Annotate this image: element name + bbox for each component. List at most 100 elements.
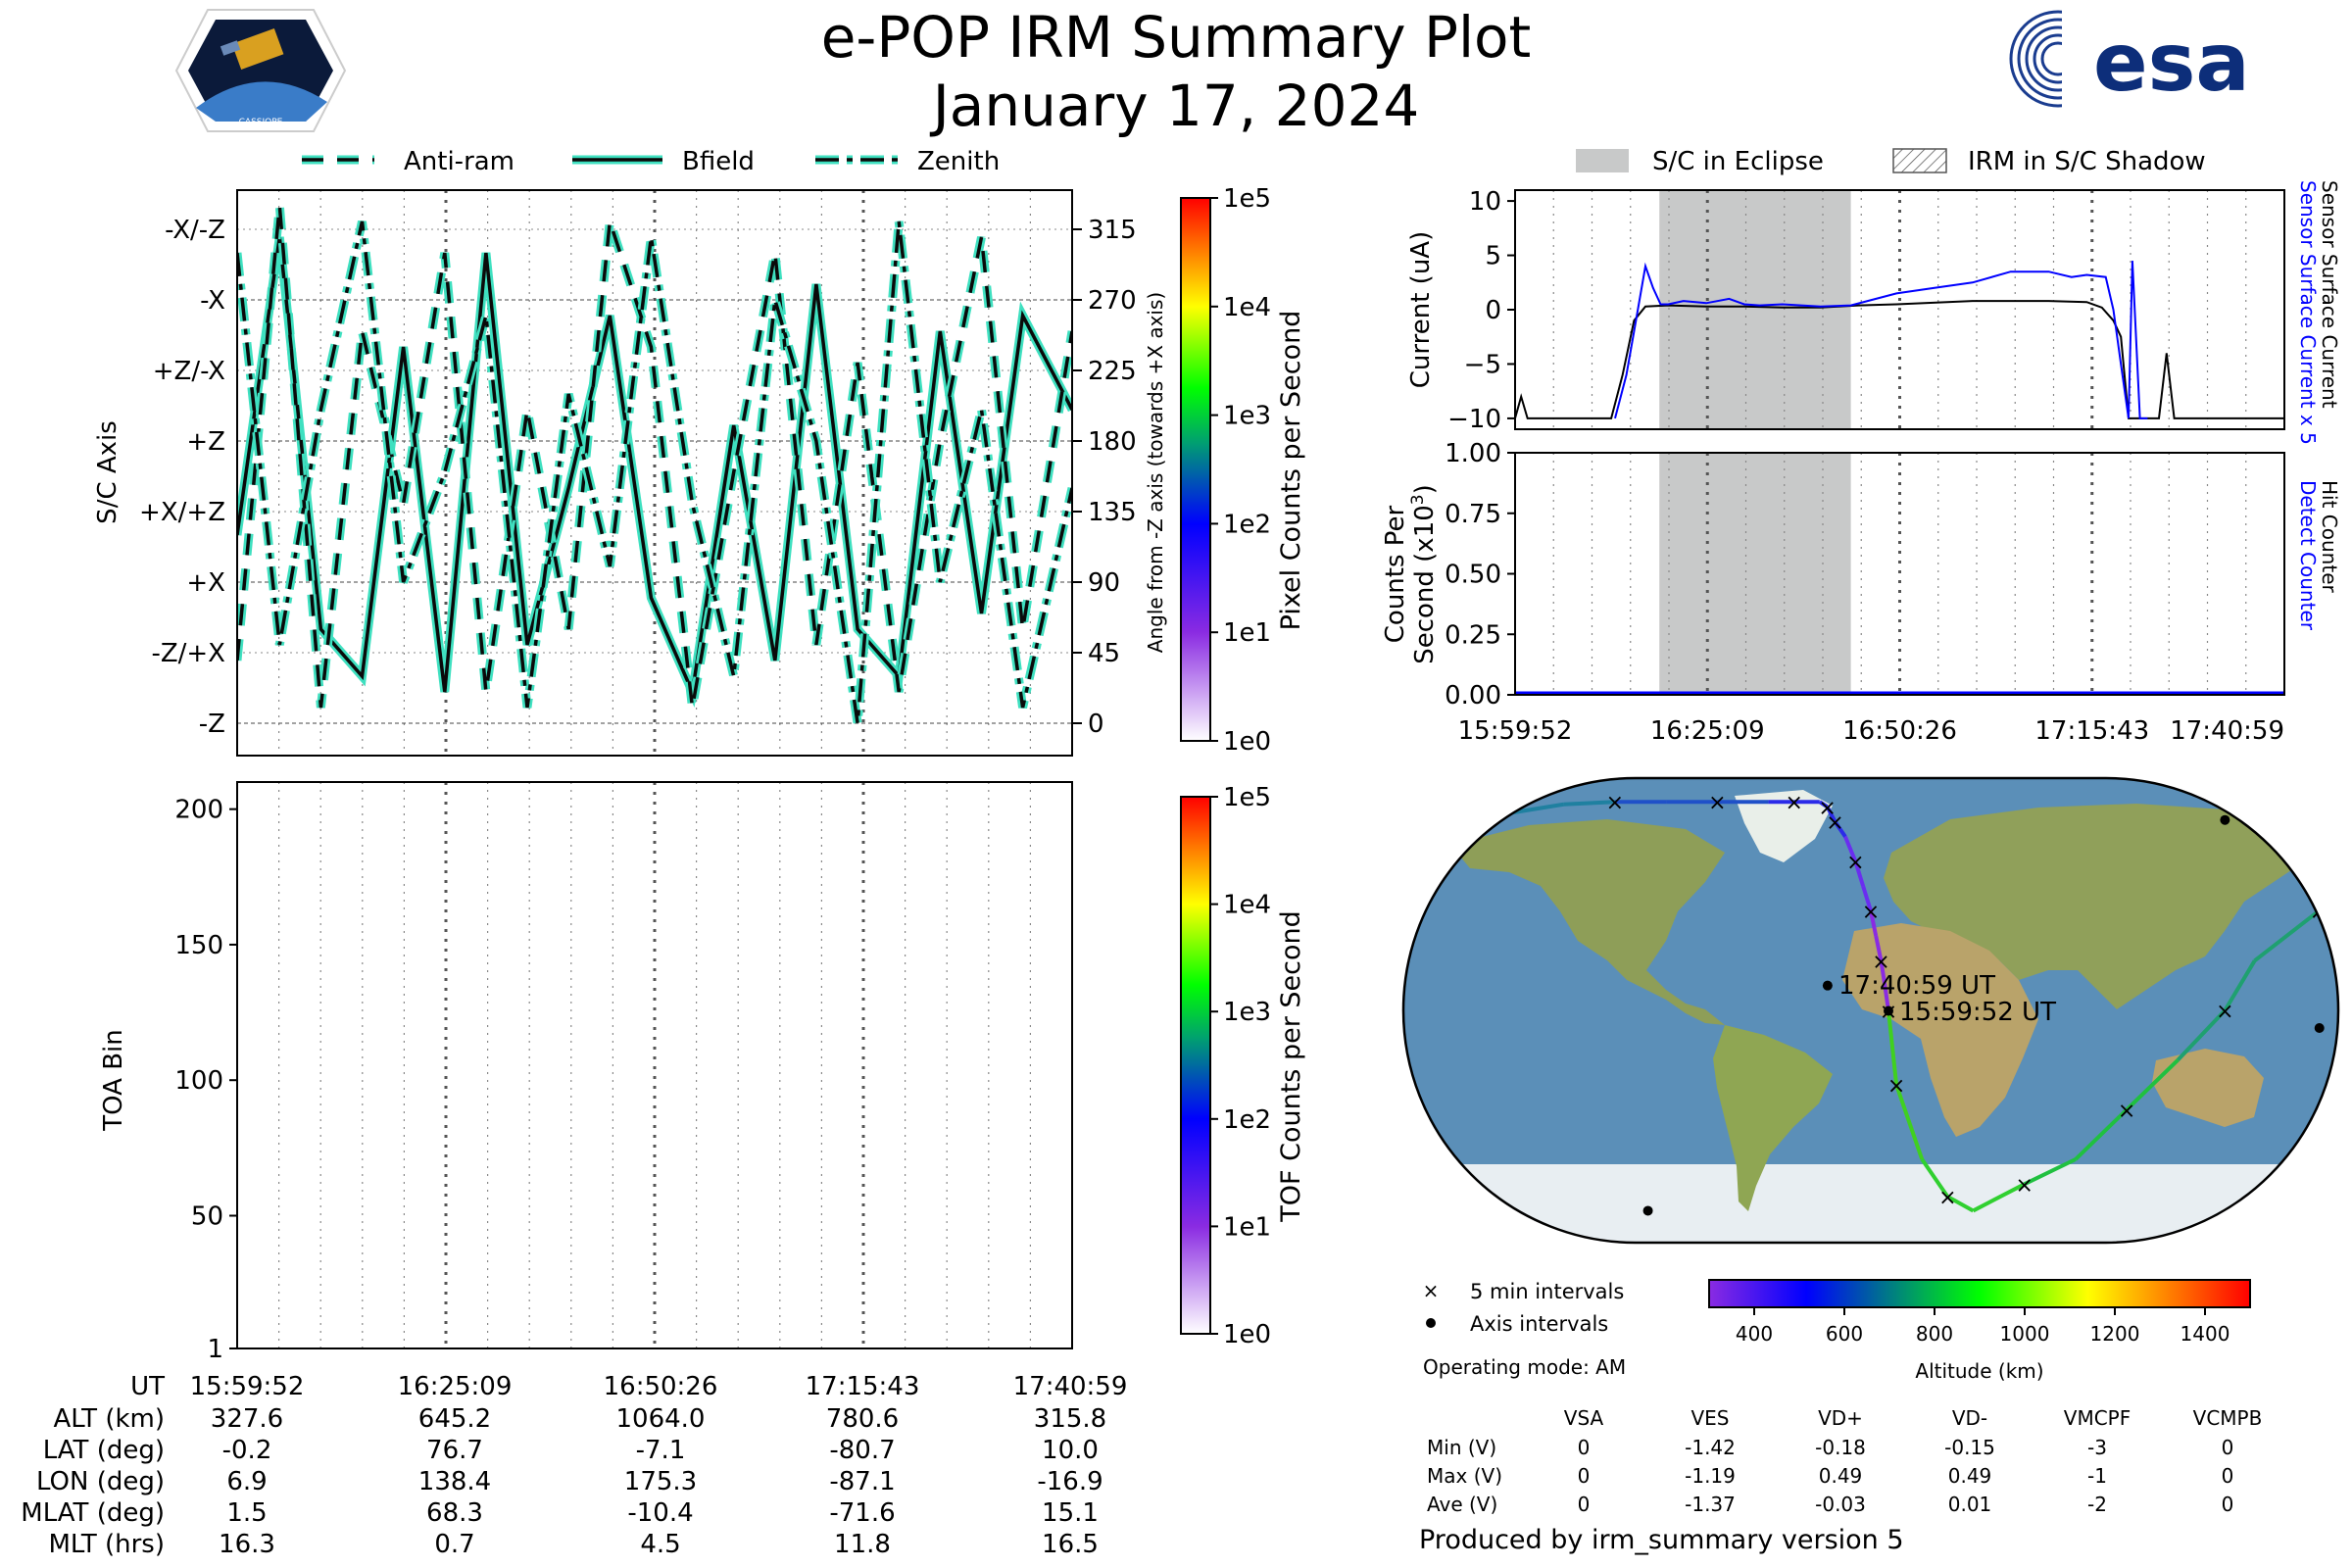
- ephemeris-cell: 17:40:59: [1013, 1372, 1128, 1401]
- map-africa: [1842, 923, 2038, 1137]
- voltage-cell: -0.15: [1944, 1436, 1995, 1459]
- voltage-cell: -0.18: [1815, 1436, 1866, 1459]
- altitude-colorbar: 400 600 800 1000 1200 1400 Altitude (km): [1708, 1279, 2251, 1383]
- orientation-ylabel: S/C Axis: [93, 420, 122, 524]
- ephemeris-cell: 1064.0: [616, 1404, 706, 1434]
- ephemeris-table: UT ALT (km)LAT (deg)LON (deg)MLAT (deg)ML…: [21, 1372, 1127, 1559]
- toa-grid: [278, 782, 1032, 1348]
- ephemeris-cell: 16:25:09: [398, 1372, 513, 1401]
- ephemeris-cell: -7.1: [636, 1436, 686, 1465]
- counts-ylabel-line2: Second (x103): [1408, 484, 1440, 664]
- ephemeris-row-label: MLT (hrs): [49, 1530, 166, 1559]
- right-time-ticks: 15:59:52 16:25:09 16:50:26 17:15:43 17:40:59: [1458, 716, 2284, 746]
- orbit-track-segment: [1920, 1157, 1949, 1199]
- toa-tick-label: 100: [174, 1066, 223, 1096]
- orbit-track-segment: [1818, 800, 1829, 808]
- operating-mode: Operating mode: AM: [1423, 1355, 1626, 1379]
- five-minute-marker: ×: [1826, 810, 1843, 835]
- counts-tick-label: 1.00: [1445, 439, 1501, 468]
- current-panel: 10 5 0 −5 −10 Current (uA) Sensor Surface Cu…: [1406, 180, 2341, 445]
- orbit-track-segment: [1825, 806, 1832, 813]
- anti-ram-line: [237, 205, 1072, 709]
- voltage-cell: -2: [2087, 1493, 2107, 1516]
- tof-colorbar-label: TOF Counts per Second: [1276, 910, 1306, 1223]
- legend-eclipse-label: S/C in Eclipse: [1652, 147, 1824, 176]
- map-eurasia: [1884, 804, 2303, 1009]
- current-tick-label: −10: [1447, 405, 1501, 434]
- sensor-current-line: [1515, 300, 2284, 419]
- orientation-frame: [236, 189, 1073, 757]
- ephemeris-cell: 315.8: [1034, 1404, 1106, 1434]
- time-tick-label: 15:59:52: [1458, 716, 1573, 746]
- axis-interval-marker: [2314, 1022, 2325, 1033]
- tof-colorbar: 1e5 1e4 1e3 1e2 1e1 1e0 TOF Counts per Second: [1180, 783, 1306, 1349]
- five-minute-marker: ×: [1872, 950, 1889, 974]
- time-tick-label: 16:25:09: [1650, 716, 1765, 746]
- voltage-cell: 0.49: [1948, 1464, 1992, 1488]
- axis-interval-marker: [1884, 1005, 1894, 1016]
- page-date: January 17, 2024: [930, 73, 1420, 139]
- colorbar-tick-label: 1e0: [1223, 1320, 1271, 1349]
- legend-zenith: Zenith: [815, 147, 1000, 176]
- orbit-track-segment: [1879, 960, 1887, 986]
- legend-bfield-label: Bfield: [682, 147, 755, 176]
- esa-logo: esa: [2009, 10, 2250, 110]
- altitude-tick-label: 800: [1916, 1322, 1953, 1346]
- orbit-track-segment: [1972, 1182, 2026, 1213]
- voltage-header: VMCPF: [2064, 1406, 2131, 1430]
- angle-tick-label: 0: [1088, 710, 1104, 739]
- five-minute-marker: ×: [1862, 901, 1880, 925]
- voltage-header: VD-: [1952, 1406, 1987, 1430]
- voltage-cell: -0.03: [1815, 1493, 1866, 1516]
- five-minute-marker: ×: [2015, 1173, 2033, 1198]
- colorbar-tick-label: 1e1: [1223, 618, 1271, 648]
- legend-shadow-swatch: [1892, 148, 1947, 173]
- sc-axis-tick-label: +X: [186, 568, 225, 598]
- orbit-track-segment: [2253, 909, 2321, 962]
- ephemeris-row-label: UT: [130, 1372, 165, 1401]
- current-right-label-blue: Sensor Surface Current x 5: [2296, 180, 2320, 445]
- map-label-start: 15:59:52 UT: [1899, 998, 2056, 1027]
- voltage-row-label: Ave (V): [1427, 1493, 1497, 1516]
- ephemeris-cell: -80.7: [829, 1436, 895, 1465]
- eclipse-legend: S/C in Eclipse IRM in S/C Shadow: [1576, 147, 2206, 176]
- current-yticks: 10 5 0 −5 −10: [1447, 187, 1515, 434]
- legend-5min-label: 5 min intervals: [1470, 1280, 1624, 1303]
- sensor-current-x5-line: [1614, 261, 2148, 419]
- counts-ylabel-line1: Counts Per: [1381, 505, 1410, 643]
- page-title: e-POP IRM Summary Plot: [821, 4, 1532, 71]
- pixel-colorbar-gradient: [1180, 197, 1211, 742]
- orbit-track-segment: [1833, 820, 1847, 838]
- voltage-table: VSA VES VD+ VD- VMCPF VCMPB Min (V) 0 -1.42 -0.18…: [1427, 1406, 2262, 1516]
- altitude-tick-label: 400: [1736, 1322, 1773, 1346]
- ephemeris-cell: 16.5: [1042, 1530, 1099, 1559]
- orientation-legend: Anti-ram Bfield Zenith: [302, 147, 1000, 176]
- colorbar-tick-label: 1e4: [1223, 293, 1271, 322]
- voltage-cell: 0: [2222, 1436, 2234, 1459]
- ephemeris-cell: 780.6: [826, 1404, 899, 1434]
- legend-bfield: Bfield: [572, 147, 755, 176]
- ephemeris-cell: -0.2: [222, 1436, 272, 1465]
- colorbar-tick-label: 1e4: [1223, 891, 1271, 920]
- counts-tick-label: 0.75: [1445, 500, 1501, 529]
- axis-interval-marker: [1822, 980, 1833, 991]
- voltage-cell: 0: [1578, 1464, 1591, 1488]
- ground-track-map: ×××××××××××××××× 17:40:59 UT 15:59:52 UT: [1401, 776, 2340, 1245]
- voltage-cell: 0.49: [1819, 1464, 1863, 1488]
- altitude-tick-label: 1400: [2180, 1322, 2230, 1346]
- five-minute-marker: ×: [1785, 791, 1802, 815]
- counts-right-label-black: Hit Counter: [2318, 480, 2341, 593]
- toa-tick-label: 1: [207, 1335, 223, 1364]
- altitude-tick-label: 1000: [2000, 1322, 2050, 1346]
- toa-frame: [236, 781, 1073, 1349]
- sc-axis-tick-label: -Z/+X: [151, 639, 225, 668]
- orbit-track-segment: [2223, 959, 2257, 1012]
- orbit-track-segment: [1874, 935, 1884, 961]
- five-minute-marker: ×: [1846, 851, 1864, 875]
- orbit-track-segment: [1861, 885, 1873, 912]
- time-tick-label: 17:15:43: [2034, 716, 2149, 746]
- angle-tick-label: 315: [1088, 216, 1137, 245]
- five-minute-marker: ×: [1887, 1074, 1905, 1099]
- legend-shadow-label: IRM in S/C Shadow: [1968, 147, 2206, 176]
- counts-yticks: 1.00 0.75 0.50 0.25 0.00: [1445, 439, 1515, 710]
